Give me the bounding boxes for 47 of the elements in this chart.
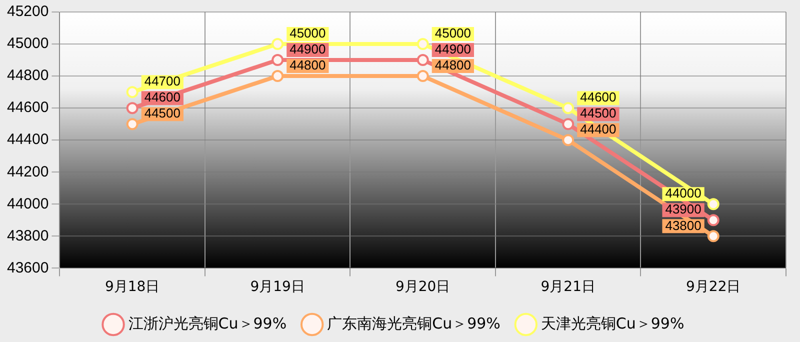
legend-label: 江浙沪光亮铜Cu＞99%: [128, 314, 287, 332]
data-label: 44800: [290, 58, 326, 73]
point: [272, 54, 284, 66]
y-tick-label: 44200: [6, 163, 49, 180]
y-tick-label: 43600: [6, 259, 49, 276]
legend-label: 广东南海光亮铜Cu＞99%: [327, 314, 500, 332]
point: [416, 38, 429, 50]
data-label: 44900: [290, 42, 326, 57]
data-label: 44000: [665, 186, 702, 201]
point: [416, 54, 429, 66]
y-tick-label: 44000: [6, 195, 49, 212]
x-tick-label: 9月18日: [104, 279, 160, 296]
y-tick-label: 43800: [6, 227, 49, 244]
data-label: 45000: [290, 26, 326, 41]
point: [126, 86, 138, 98]
y-tick-label: 44600: [6, 99, 49, 116]
x-tick-label: 9月22日: [686, 279, 741, 296]
data-label: 44800: [434, 58, 472, 73]
x-tick-label: 9月19日: [250, 279, 305, 296]
point: [707, 198, 720, 210]
point: [416, 70, 429, 82]
data-label: 44400: [580, 122, 616, 137]
point: [272, 38, 284, 50]
data-label: 44700: [144, 74, 180, 89]
point: [272, 70, 284, 82]
point: [126, 118, 138, 130]
y-tick-label: 44800: [6, 67, 49, 84]
y-tick-label: 44400: [6, 131, 49, 148]
data-label: 44900: [434, 42, 472, 57]
data-label: 44500: [580, 106, 616, 121]
data-label: 44500: [144, 106, 180, 121]
point: [126, 102, 138, 114]
point: [707, 214, 720, 226]
point: [562, 118, 574, 130]
y-tick-label: 45000: [6, 35, 49, 52]
data-label: 43800: [665, 218, 702, 233]
data-label: 44600: [580, 90, 616, 105]
legend-label: 天津光亮铜Cu＞99%: [540, 314, 684, 332]
y-tick-label: 45200: [6, 3, 49, 20]
data-label: 44600: [144, 90, 180, 105]
point: [707, 230, 720, 242]
point: [562, 134, 574, 146]
point: [562, 102, 574, 114]
data-label: 45000: [434, 26, 472, 41]
data-label: 43900: [665, 202, 702, 217]
x-tick-label: 9月20日: [395, 279, 450, 296]
x-tick-label: 9月21日: [540, 279, 596, 296]
